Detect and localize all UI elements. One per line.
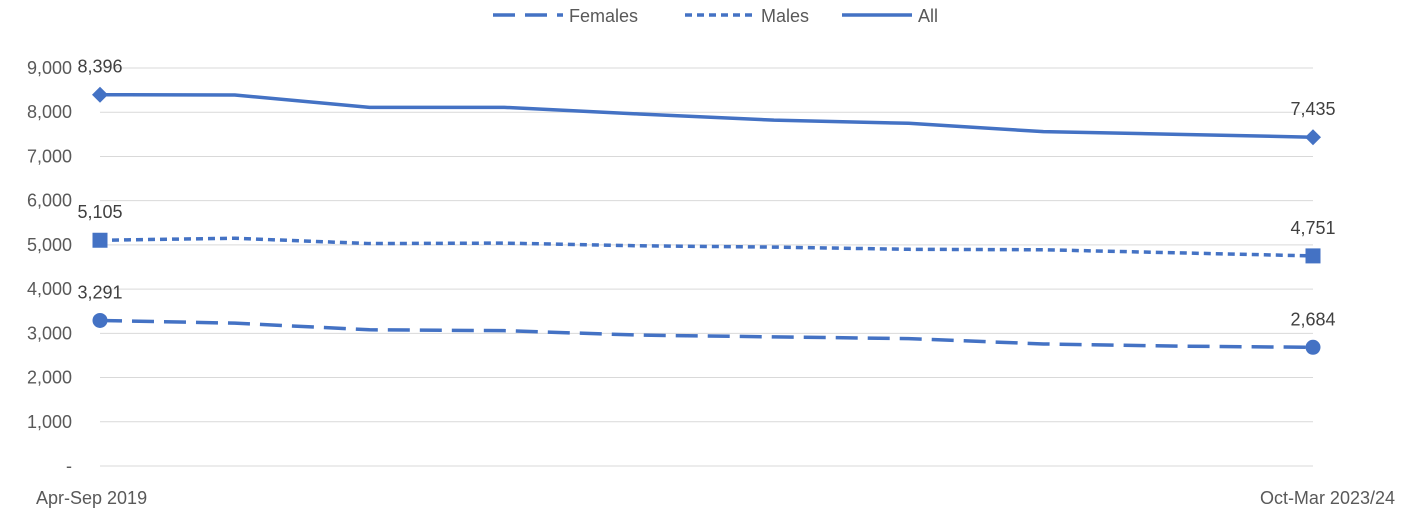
series-markers: [92, 86, 1321, 355]
data-label-males: 4,751: [1290, 218, 1335, 238]
x-axis-tick-labels: Apr-Sep 2019 Oct-Mar 2023/24: [36, 488, 1395, 508]
y-tick-label: 4,000: [27, 279, 72, 299]
x-tick-label: Apr-Sep 2019: [36, 488, 147, 508]
x-tick-label: Oct-Mar 2023/24: [1260, 488, 1395, 508]
data-labels: 3,291 2,684 5,105 4,751 8,396 7,435: [77, 57, 1335, 330]
data-point-all: [1305, 129, 1321, 146]
y-axis-tick-labels: - 1,000 2,000 3,000 4,000 5,000 6,000 7,000 8,00…: [27, 58, 72, 476]
y-tick-label: 8,000: [27, 102, 72, 122]
legend-item-males[interactable]: Males: [685, 6, 809, 26]
y-tick-label: 6,000: [27, 191, 72, 211]
y-tick-label: 2,000: [27, 368, 72, 388]
series-line-all: [99, 92, 1314, 139]
y-tick-label: 3,000: [27, 323, 72, 343]
data-point-males: [1305, 248, 1321, 264]
legend-label-all: All: [918, 6, 938, 26]
series-line-females: [99, 318, 1314, 350]
y-tick-label: -: [66, 456, 72, 476]
legend-label-females: Females: [569, 6, 638, 26]
data-label-males: 5,105: [77, 202, 122, 222]
legend-item-females[interactable]: Females: [493, 6, 638, 26]
data-point-females: [1305, 339, 1321, 355]
y-tick-label: 1,000: [27, 412, 72, 432]
data-point-males: [92, 232, 108, 248]
legend-label-males: Males: [761, 6, 809, 26]
y-tick-label: 5,000: [27, 235, 72, 255]
data-label-females: 2,684: [1290, 309, 1335, 329]
data-label-all: 8,396: [77, 57, 122, 77]
series-lines: [99, 92, 1314, 350]
data-label-all: 7,435: [1290, 99, 1335, 119]
legend[interactable]: Females Males All: [493, 6, 938, 26]
y-tick-label: 9,000: [27, 58, 72, 78]
data-point-females: [92, 312, 108, 328]
y-tick-label: 7,000: [27, 146, 72, 166]
data-label-females: 3,291: [77, 282, 122, 302]
series-line-males: [99, 236, 1314, 258]
legend-item-all[interactable]: All: [842, 6, 938, 26]
gridlines: [100, 67, 1313, 467]
data-point-all: [92, 86, 108, 103]
